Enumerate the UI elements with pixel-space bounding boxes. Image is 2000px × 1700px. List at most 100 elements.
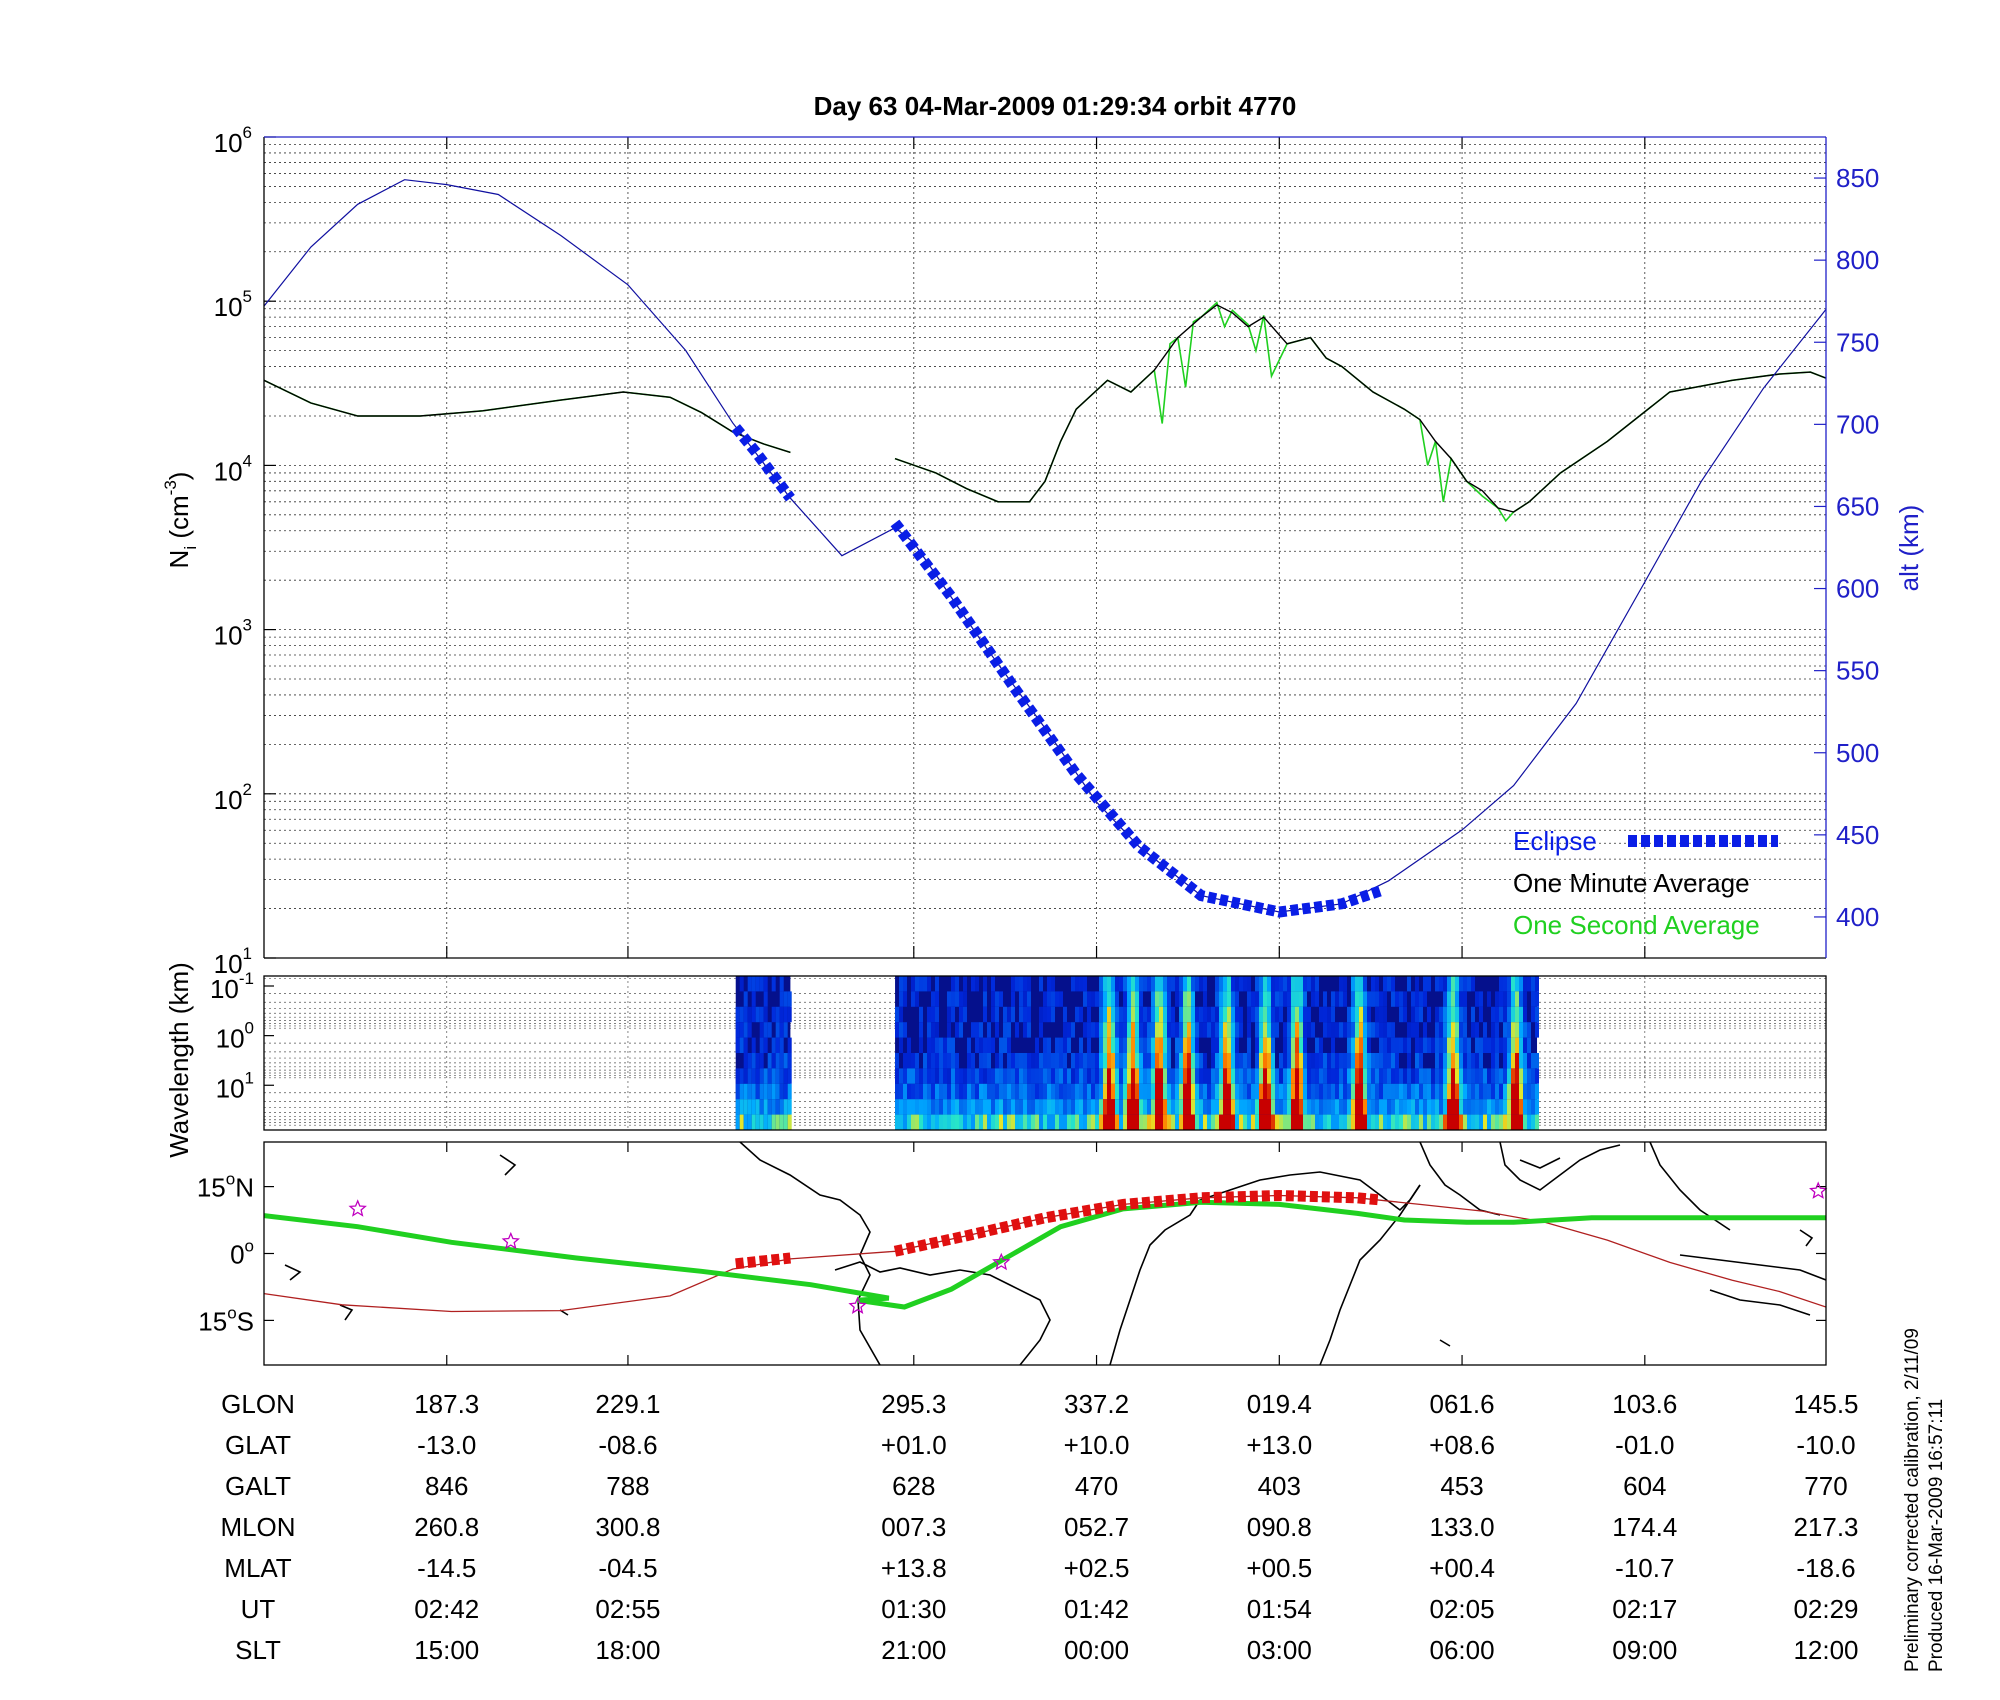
spectrogram-cell <box>1279 1006 1283 1023</box>
spectrogram-cell <box>1355 1114 1359 1130</box>
spectrogram-cell <box>1251 1114 1255 1130</box>
spectrogram-cell <box>1419 1083 1423 1100</box>
spectrogram-cell <box>1243 1114 1247 1130</box>
spectrogram-cell <box>1523 1006 1527 1023</box>
spectrogram-cell <box>1123 1006 1127 1023</box>
spectrogram-cell <box>951 1006 955 1023</box>
spectrogram-cell <box>1207 1068 1211 1084</box>
spectrogram-cell <box>1319 1053 1323 1069</box>
spectrogram-cell <box>1243 976 1247 992</box>
spectrogram-cell <box>1191 1099 1195 1115</box>
spectrogram-cell <box>1139 1053 1143 1069</box>
spectrogram-cell <box>1463 1114 1467 1130</box>
spectrogram-cell <box>927 1068 931 1084</box>
spectrogram-cell <box>1535 991 1539 1007</box>
spectrogram-cell <box>1363 1037 1367 1053</box>
spectrogram-cell <box>1363 1099 1367 1115</box>
table-cell: 174.4 <box>1612 1512 1677 1542</box>
spectrogram-cell <box>1223 1053 1227 1069</box>
spectrogram-cell <box>943 1114 947 1130</box>
spectrogram-cell <box>1107 1083 1111 1100</box>
spectrogram-cell <box>1163 1053 1167 1069</box>
spectrogram-cell <box>759 1053 764 1069</box>
spectrogram-cell <box>1183 1037 1187 1053</box>
spectrogram-cell <box>1351 1022 1355 1038</box>
spectrogram-cell <box>1127 1099 1131 1115</box>
spectrogram-cell <box>1271 1022 1275 1038</box>
spectrogram-cell <box>783 991 788 1007</box>
spectrogram-cell <box>1027 1053 1031 1069</box>
spectrogram-cell <box>1011 1006 1015 1023</box>
spectrogram-cell <box>1099 1037 1103 1053</box>
spectrogram-cell <box>1507 1006 1511 1023</box>
spectrogram-cell <box>1091 1022 1095 1038</box>
calibration-notes: Preliminary corrected calibration, 2/11/… <box>1902 1328 1947 1672</box>
spectrogram-cell <box>967 1099 971 1115</box>
spectrogram-cell <box>1263 1037 1267 1053</box>
spectrogram-cell <box>1431 1037 1435 1053</box>
spectrogram-cell <box>1447 991 1451 1007</box>
spectrogram-cell <box>999 1099 1003 1115</box>
spectrogram-cell <box>1383 976 1387 992</box>
spectrogram-cell <box>1355 1037 1359 1053</box>
spectrogram-cell <box>1519 1068 1523 1084</box>
spectrogram-cell <box>1139 1068 1143 1084</box>
spectrogram-cell <box>1423 1022 1427 1038</box>
spectrogram-cell <box>1359 1114 1363 1130</box>
table-row-label: GLAT <box>225 1430 291 1460</box>
spectrogram-cell <box>1367 1068 1371 1084</box>
spectrogram-cell <box>991 976 995 992</box>
spectrogram-cell <box>763 1114 768 1130</box>
table-cell: 770 <box>1804 1471 1847 1501</box>
spectrogram-cell <box>1127 991 1131 1007</box>
table-cell: -13.0 <box>417 1430 476 1460</box>
spectrogram-cell <box>999 1068 1003 1084</box>
spectrogram-cell <box>979 1114 983 1130</box>
spectrogram-cell <box>1203 1068 1207 1084</box>
spectrogram-cell <box>1243 1099 1247 1115</box>
spectrogram-cell <box>1035 1083 1039 1100</box>
spectrogram-cell <box>1479 1083 1483 1100</box>
spectrogram-cell <box>1283 1037 1287 1053</box>
table-cell: 007.3 <box>881 1512 946 1542</box>
spectrogram-cell <box>1163 976 1167 992</box>
spectrogram-cell <box>1375 1006 1379 1023</box>
spectrogram-cell <box>1495 1114 1499 1130</box>
spectrogram-cell <box>1015 1114 1019 1130</box>
spectrogram-cell <box>939 1053 943 1069</box>
spectrogram-cell <box>1111 1068 1115 1084</box>
spectrogram-cell <box>1391 1083 1395 1100</box>
spectrogram-cell <box>1227 976 1231 992</box>
spectrogram-cell <box>1215 1099 1219 1115</box>
spectrogram-cell <box>1323 1022 1327 1038</box>
spectrogram-cell <box>1099 1006 1103 1023</box>
spectrogram-cell <box>1115 1068 1119 1084</box>
spectrogram-cell <box>1179 1114 1183 1130</box>
spectrogram-cell <box>1119 1006 1123 1023</box>
spectrogram-cell <box>955 1099 959 1115</box>
spectrogram-cell <box>1315 1068 1319 1084</box>
spectrogram-cell <box>1527 1037 1531 1053</box>
spectrogram-cell <box>1507 1114 1511 1130</box>
spectrogram-cell <box>999 1037 1003 1053</box>
spectrogram-cell <box>1283 1022 1287 1038</box>
spectrogram-cell <box>1047 976 1051 992</box>
spectrogram-cell <box>1259 976 1263 992</box>
table-cell: 133.0 <box>1430 1512 1495 1542</box>
spectrogram-cell <box>1307 1099 1311 1115</box>
spectrogram-cell <box>1431 1068 1435 1084</box>
spectrogram-cell <box>1335 1022 1339 1038</box>
spectrogram-cell <box>1083 1083 1087 1100</box>
spectrogram-cell <box>1195 1114 1199 1130</box>
spectrogram-cell <box>1503 1006 1507 1023</box>
table-row-label: GALT <box>225 1471 291 1501</box>
spectrogram-cell <box>1371 1053 1375 1069</box>
spectrogram-cell <box>1271 1068 1275 1084</box>
spectrogram-cell <box>1351 1006 1355 1023</box>
spectrogram-cell <box>1155 1083 1159 1100</box>
y-tick-label: 101 <box>214 944 252 979</box>
spectrogram-cell <box>763 1083 768 1100</box>
spectrogram-y-tick-label: 101 <box>216 1068 254 1103</box>
y-tick-base: 10 <box>214 128 243 158</box>
spectrogram-cell <box>1387 1022 1391 1038</box>
